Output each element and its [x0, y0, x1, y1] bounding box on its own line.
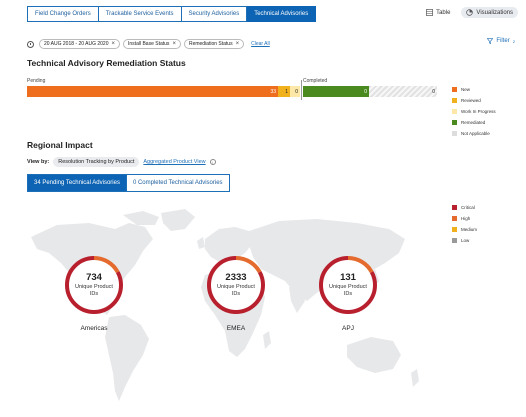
table-view-label: Table: [436, 9, 451, 16]
region-name-americas: Americas: [80, 325, 108, 332]
segment-reviewed[interactable]: 1: [278, 86, 290, 97]
completed-label: Completed: [303, 78, 328, 84]
remediation-title: Technical Advisory Remediation Status: [27, 58, 186, 68]
legend-label: Low: [461, 238, 470, 243]
legend-item: Not Applicable: [452, 128, 496, 139]
advisory-tabs: Field Change Orders Trackable Service Ev…: [27, 6, 317, 22]
close-icon[interactable]: ×: [235, 41, 240, 47]
legend-swatch: [452, 87, 457, 92]
filter-chip-remediation[interactable]: Remediation Status ×: [183, 39, 245, 49]
legend-swatch: [452, 109, 457, 114]
legend-item: Medium: [452, 224, 477, 235]
legend-swatch: [452, 98, 457, 103]
donut-americas[interactable]: [63, 254, 125, 316]
tab-field-change-orders[interactable]: Field Change Orders: [27, 6, 99, 22]
chip-label: 20 AUG 2018 - 20 AUG 2020: [44, 41, 109, 47]
legend-swatch: [452, 205, 457, 210]
donut-label-emea: 2333 Unique Product IDs: [205, 254, 267, 316]
legend-label: High: [461, 216, 471, 221]
segment-work-in-progress[interactable]: 0: [290, 86, 300, 97]
legend-item: Critical: [452, 202, 477, 213]
legend-item: Remediated: [452, 117, 496, 128]
table-view-button[interactable]: Table: [421, 7, 455, 18]
legend-item: New: [452, 84, 496, 95]
segment-value: 33: [270, 88, 276, 95]
filter-count-badge: 2: [512, 38, 515, 44]
close-icon[interactable]: ×: [172, 41, 176, 47]
region-name-emea: EMEA: [226, 325, 246, 332]
pending-label: Pending: [27, 78, 46, 84]
unique-product-count: 131: [340, 272, 356, 283]
regional-impact-title: Regional Impact: [27, 140, 93, 150]
info-icon[interactable]: i: [209, 159, 216, 165]
resolution-tracking-option[interactable]: Resolution Tracking by Product: [53, 157, 140, 167]
legend-swatch: [452, 120, 457, 125]
tab-trackable-service-events[interactable]: Trackable Service Events: [98, 6, 182, 22]
chip-label: Remediation Status: [188, 41, 233, 47]
legend-label: Remediated: [461, 120, 486, 125]
unique-product-label: Unique Product IDs: [217, 284, 255, 297]
pending-completed-divider: [301, 80, 302, 100]
donut-apj[interactable]: [317, 254, 379, 316]
legend-swatch: [452, 227, 457, 232]
tab-technical-advisories[interactable]: Technical Advisories: [247, 6, 317, 22]
tab-security-advisories[interactable]: Security Advisories: [181, 6, 248, 22]
high-arc: [319, 256, 377, 314]
filter-chip-date[interactable]: 20 AUG 2018 - 20 AUG 2020 ×: [39, 39, 121, 49]
donut-label-americas: 734 Unique Product IDs: [63, 254, 125, 316]
legend-label: Work In Progress: [461, 109, 496, 114]
view-by-label: View by:: [27, 159, 50, 165]
segment-value: 1: [285, 88, 288, 95]
region-name-apj: APJ: [342, 325, 354, 332]
filter-icon: [487, 38, 494, 44]
legend-label: New: [461, 87, 471, 92]
tab-completed-advisories[interactable]: 0 Completed Technical Advisories: [126, 174, 230, 192]
unique-product-count: 2333: [225, 272, 247, 283]
segment-value: 0: [432, 88, 435, 95]
tab-pending-advisories[interactable]: 34 Pending Technical Advisories: [27, 174, 127, 192]
legend-swatch: [452, 238, 457, 243]
chart-icon: [466, 9, 474, 16]
unique-product-count: 734: [86, 272, 102, 283]
remediation-legend: New Reviewed Work In Progress Remediated…: [452, 84, 496, 139]
visualizations-view-label: Visualizations: [476, 9, 513, 16]
donut-emea[interactable]: [205, 254, 267, 316]
segment-remediated[interactable]: 0: [303, 86, 369, 97]
filter-chip-install-base[interactable]: Install Base Status ×: [123, 39, 181, 49]
legend-label: Medium: [461, 227, 478, 232]
legend-item: Low: [452, 235, 477, 246]
aggregated-product-view-link[interactable]: Aggregated Product View: [143, 159, 206, 165]
severity-legend: Critical High Medium Low: [452, 202, 477, 246]
segment-not-applicable[interactable]: 0: [369, 86, 437, 97]
remediation-bar: 33 1 0 0 0: [27, 86, 437, 97]
segment-new[interactable]: 33: [27, 86, 278, 97]
legend-item: High: [452, 213, 477, 224]
segment-value: 0: [364, 88, 367, 95]
high-arc: [65, 256, 123, 314]
segment-value: 0: [295, 88, 298, 95]
clear-all-link[interactable]: Clear All: [251, 41, 270, 47]
clock-icon: [27, 40, 34, 48]
legend-label: Reviewed: [461, 98, 481, 103]
chip-label: Install Base Status: [128, 41, 170, 47]
legend-label: Not Applicable: [461, 131, 490, 136]
visualizations-view-button[interactable]: Visualizations: [461, 7, 518, 18]
high-arc: [207, 256, 265, 314]
advisory-status-tabs: 34 Pending Technical Advisories 0 Comple…: [27, 174, 230, 192]
legend-label: Critical: [461, 205, 475, 210]
filter-label: Filter: [496, 38, 510, 44]
legend-swatch: [452, 216, 457, 221]
table-icon: [426, 9, 433, 16]
unique-product-label: Unique Product IDs: [329, 284, 367, 297]
view-by-controls: View by: Resolution Tracking by Product …: [27, 157, 216, 167]
filter-chips: 20 AUG 2018 - 20 AUG 2020 × Install Base …: [27, 39, 270, 49]
donut-label-apj: 131 Unique Product IDs: [317, 254, 379, 316]
close-icon[interactable]: ×: [111, 41, 116, 47]
legend-item: Reviewed: [452, 95, 496, 106]
unique-product-label: Unique Product IDs: [75, 284, 113, 297]
legend-swatch: [452, 131, 457, 136]
filter-button[interactable]: Filter 2: [487, 38, 515, 44]
view-toggle: Table Visualizations: [421, 7, 518, 18]
legend-item: Work In Progress: [452, 106, 496, 117]
